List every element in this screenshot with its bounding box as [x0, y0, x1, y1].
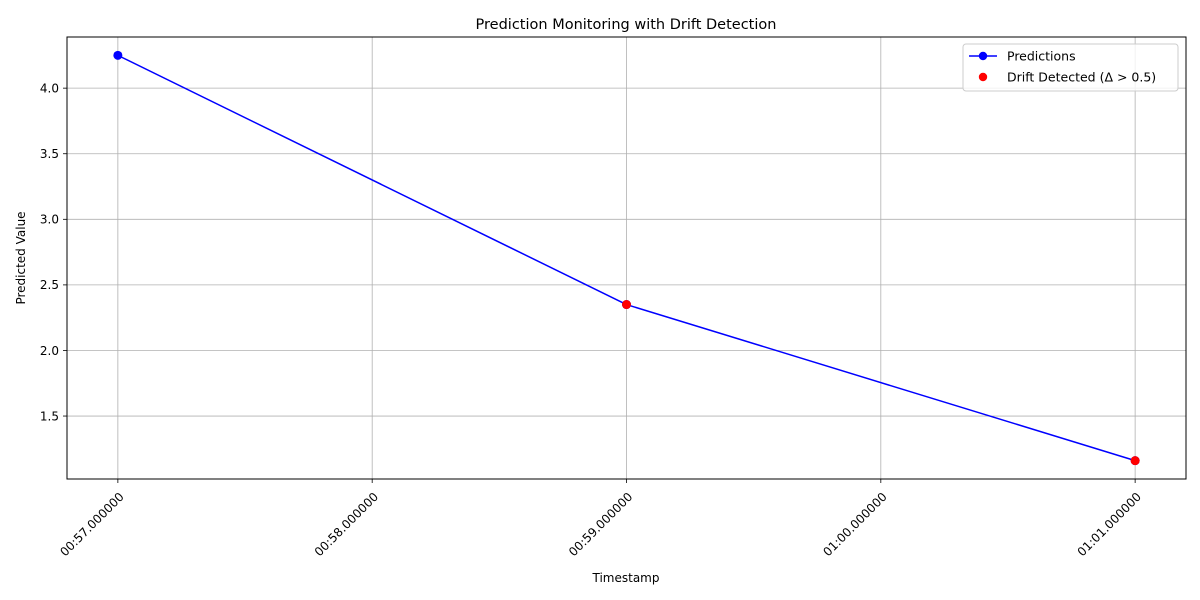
- legend-drift-label: Drift Detected (Δ > 0.5): [1007, 70, 1156, 85]
- chart-title: Prediction Monitoring with Drift Detecti…: [476, 17, 777, 33]
- y-axis-label: Predicted Value: [14, 211, 28, 304]
- y-tick-label: 1.5: [40, 409, 59, 423]
- legend-drift-marker: [978, 72, 988, 82]
- y-tick-label: 4.0: [40, 81, 59, 95]
- y-axis-ticks: 1.5 2.0 2.5 3.0 3.5 4.0: [40, 81, 67, 423]
- legend-box: [962, 43, 1179, 92]
- drift-point: [622, 300, 631, 310]
- legend-predictions-marker: [978, 51, 988, 61]
- series-layer: [113, 50, 1140, 466]
- drift-point: [1130, 456, 1140, 466]
- x-axis-label: Timestamp: [592, 571, 660, 585]
- y-tick-label: 3.0: [40, 213, 59, 227]
- y-tick-label: 2.0: [40, 344, 59, 358]
- legend-predictions-label: Predictions: [1007, 49, 1076, 64]
- legend: Predictions Drift Detected (Δ > 0.5): [962, 43, 1179, 92]
- y-tick-label: 3.5: [40, 147, 59, 161]
- prediction-point: [113, 50, 123, 60]
- y-tick-label: 2.5: [40, 278, 59, 292]
